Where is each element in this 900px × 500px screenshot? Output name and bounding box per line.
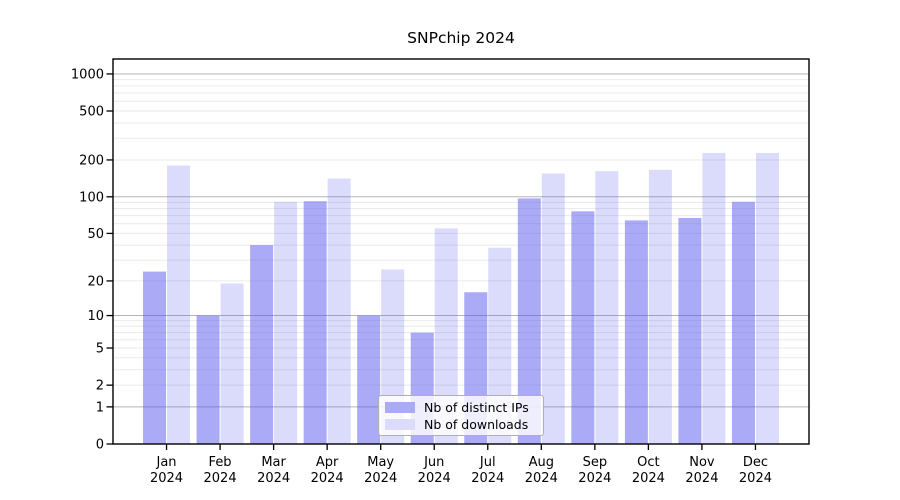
legend-label-distinct-ips: Nb of distinct IPs [424,399,529,415]
y-tick-label: 1000 [71,67,104,82]
bar-distinct-ips-may [357,315,381,444]
legend: Nb of distinct IPs Nb of downloads [378,395,544,436]
y-tick-label: 1 [96,400,104,415]
y-tick-label: 20 [87,274,104,289]
bar-downloads-feb [220,283,244,444]
bar-downloads-jan [167,165,191,444]
x-tick-label-year: 2024 [739,471,772,486]
chart-title: SNPchip 2024 [407,29,515,47]
x-tick-label-year: 2024 [257,471,290,486]
x-tick-label-month: Aug [529,455,554,470]
bar-downloads-aug [541,173,565,444]
legend-swatch-downloads [385,418,415,430]
bar-distinct-ips-mar [250,245,274,444]
y-tick-label: 5 [96,342,104,357]
x-tick-label-month: Jun [423,455,444,470]
y-tick-label: 2 [96,379,104,394]
y-tick-label: 100 [79,190,104,205]
bar-downloads-mar [274,201,298,444]
x-tick-label-month: Sep [583,455,608,470]
x-tick-label-month: Mar [261,455,286,470]
x-tick-label-year: 2024 [471,471,504,486]
x-tick-label-year: 2024 [578,471,611,486]
bar-distinct-ips-apr [303,201,327,444]
x-tick-label-year: 2024 [311,471,344,486]
x-tick-label-month: Nov [689,455,715,470]
y-tick-label: 0 [96,438,104,453]
x-tick-label-year: 2024 [525,471,558,486]
y-tick-label: 50 [87,227,104,242]
bar-distinct-ips-jan [143,271,167,444]
x-tick-label-year: 2024 [632,471,665,486]
legend-swatch-distinct-ips [385,401,415,413]
legend-item-distinct-ips: Nb of distinct IPs [385,399,536,415]
bar-downloads-nov [702,152,726,445]
legend-label-downloads: Nb of downloads [424,416,529,432]
x-tick-label-year: 2024 [364,471,397,486]
bar-distinct-ips-sep [571,211,595,444]
x-tick-label-month: May [367,455,394,470]
x-tick-label-month: Feb [209,455,232,470]
y-tick-label: 200 [79,153,104,168]
bar-distinct-ips-oct [624,220,648,444]
x-tick-label-year: 2024 [418,471,451,486]
legend-item-downloads: Nb of downloads [385,416,536,432]
bar-downloads-apr [327,178,351,445]
bar-distinct-ips-dec [731,201,755,444]
x-tick-label-year: 2024 [150,471,183,486]
bar-distinct-ips-feb [196,315,220,444]
x-tick-label-year: 2024 [685,471,718,486]
y-tick-label: 10 [87,309,104,324]
x-tick-label-year: 2024 [204,471,237,486]
bar-downloads-sep [595,171,619,445]
y-tick-label: 500 [79,105,104,120]
x-tick-label-month: Jan [156,455,177,470]
axes-spines [112,58,810,445]
x-tick-label-month: Dec [743,455,768,470]
bar-downloads-oct [648,169,672,444]
bar-distinct-ips-aug [517,198,541,444]
bar-downloads-jun [434,228,458,444]
bar-downloads-jul [488,247,512,444]
x-tick-label-month: Oct [637,455,659,470]
bar-downloads-dec [755,152,779,445]
bar-distinct-ips-nov [678,217,702,444]
x-tick-label-month: Apr [316,455,339,470]
x-tick-label-month: Jul [479,455,496,470]
